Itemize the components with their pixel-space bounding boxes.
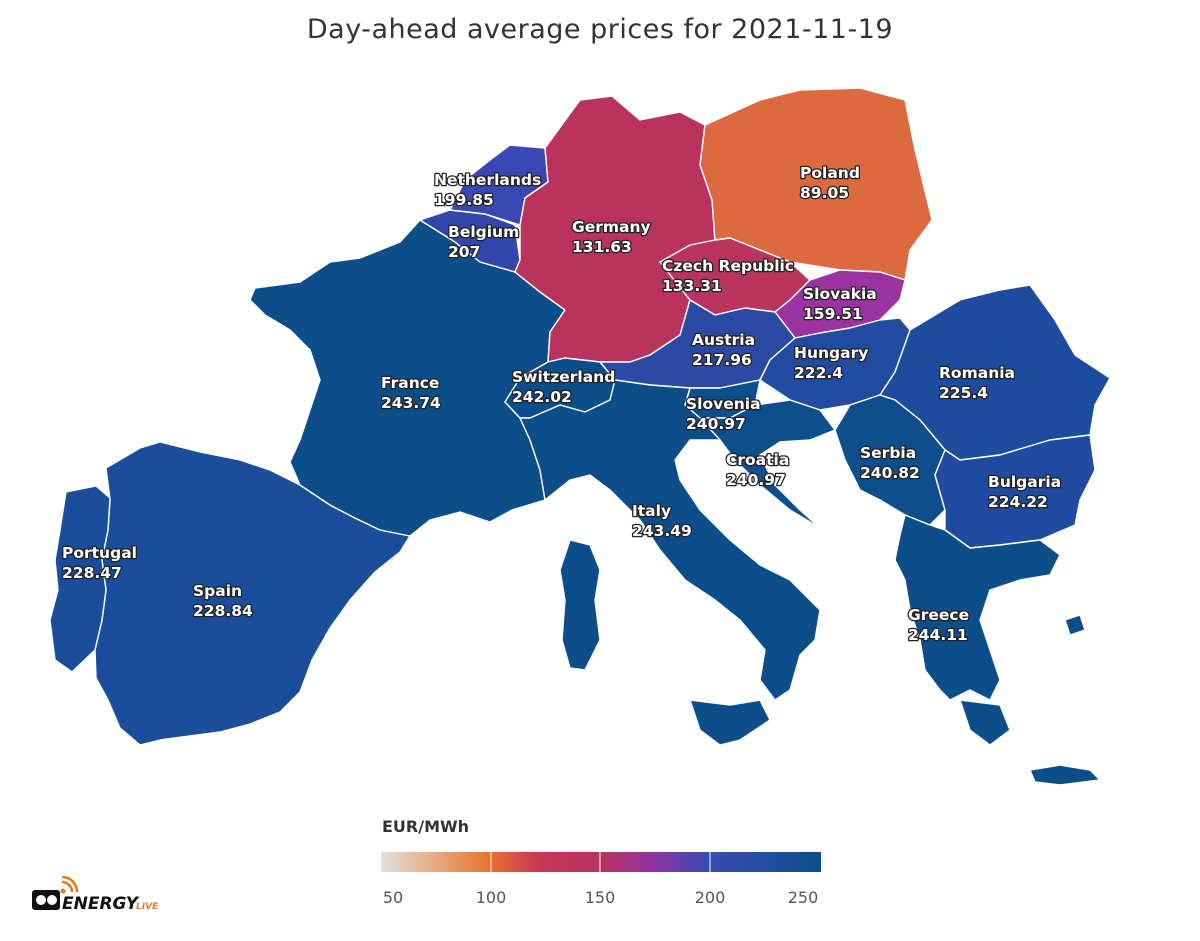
country-price-label: 243.74 — [381, 394, 441, 412]
country-name-label: Bulgaria — [988, 473, 1061, 491]
country-price-label: 222.4 — [794, 364, 843, 382]
country-price-label: 228.84 — [193, 602, 253, 620]
country-name-label: Netherlands — [434, 171, 541, 189]
country-price-label: 243.49 — [632, 522, 692, 540]
country-price-label: 242.02 — [512, 388, 572, 406]
map-title: Day-ahead average prices for 2021-11-19 — [306, 14, 894, 45]
country-price-label: 207 — [448, 243, 480, 261]
legend-tick-label: 250 — [787, 888, 819, 907]
country-portugal[interactable] — [49, 485, 111, 673]
country-italy[interactable] — [519, 379, 821, 746]
logo-text: ENERGY — [62, 894, 140, 914]
country-price-label: 131.63 — [572, 238, 632, 256]
country-croatia[interactable] — [699, 399, 836, 529]
country-price-label: 244.11 — [908, 626, 968, 644]
country-name-label: Italy — [632, 502, 671, 520]
country-name-label: Slovakia — [803, 285, 877, 303]
country-name-label: Romania — [939, 364, 1015, 382]
country-name-label: Belgium — [448, 223, 519, 241]
country-name-label: Greece — [908, 606, 969, 624]
legend-color-bar — [381, 852, 821, 872]
logo-subtext: LIVE — [136, 902, 159, 912]
energy-live-logo: ENERGY LIVE — [32, 876, 159, 914]
legend-title: EUR/MWh — [382, 817, 470, 836]
country-name-label: Germany — [572, 218, 651, 236]
country-name-label: Spain — [193, 582, 242, 600]
country-price-label: 217.96 — [692, 351, 752, 369]
country-price-label: 199.85 — [434, 191, 494, 209]
country-price-label: 240.97 — [686, 415, 746, 433]
legend-tick-label: 50 — [382, 888, 404, 907]
country-price-label: 240.82 — [860, 464, 920, 482]
country-price-label: 224.22 — [988, 493, 1048, 511]
country-name-label: Switzerland — [512, 368, 615, 386]
country-name-label: Serbia — [860, 444, 916, 462]
country-price-label: 228.47 — [62, 564, 122, 582]
country-name-label: Austria — [692, 331, 755, 349]
legend-tick-label: 150 — [584, 888, 616, 907]
legend-tick-label: 100 — [475, 888, 507, 907]
country-name-label: Croatia — [726, 451, 789, 469]
country-name-label: Czech Republic — [662, 257, 794, 275]
country-name-label: Poland — [800, 164, 860, 182]
country-price-label: 133.31 — [662, 277, 722, 295]
country-price-label: 89.05 — [800, 184, 849, 202]
country-price-label: 225.4 — [939, 384, 988, 402]
signal-icon — [60, 876, 79, 894]
country-name-label: Slovenia — [686, 395, 761, 413]
country-name-label: Hungary — [794, 344, 868, 362]
battery-icon — [32, 890, 60, 910]
country-greece[interactable] — [894, 514, 1101, 786]
legend-tick-label: 200 — [694, 888, 726, 907]
country-name-label: France — [381, 374, 439, 392]
country-bulgaria[interactable] — [934, 434, 1096, 549]
country-name-label: Portugal — [62, 544, 137, 562]
country-price-label: 159.51 — [803, 305, 863, 323]
country-price-label: 240.97 — [726, 471, 786, 489]
